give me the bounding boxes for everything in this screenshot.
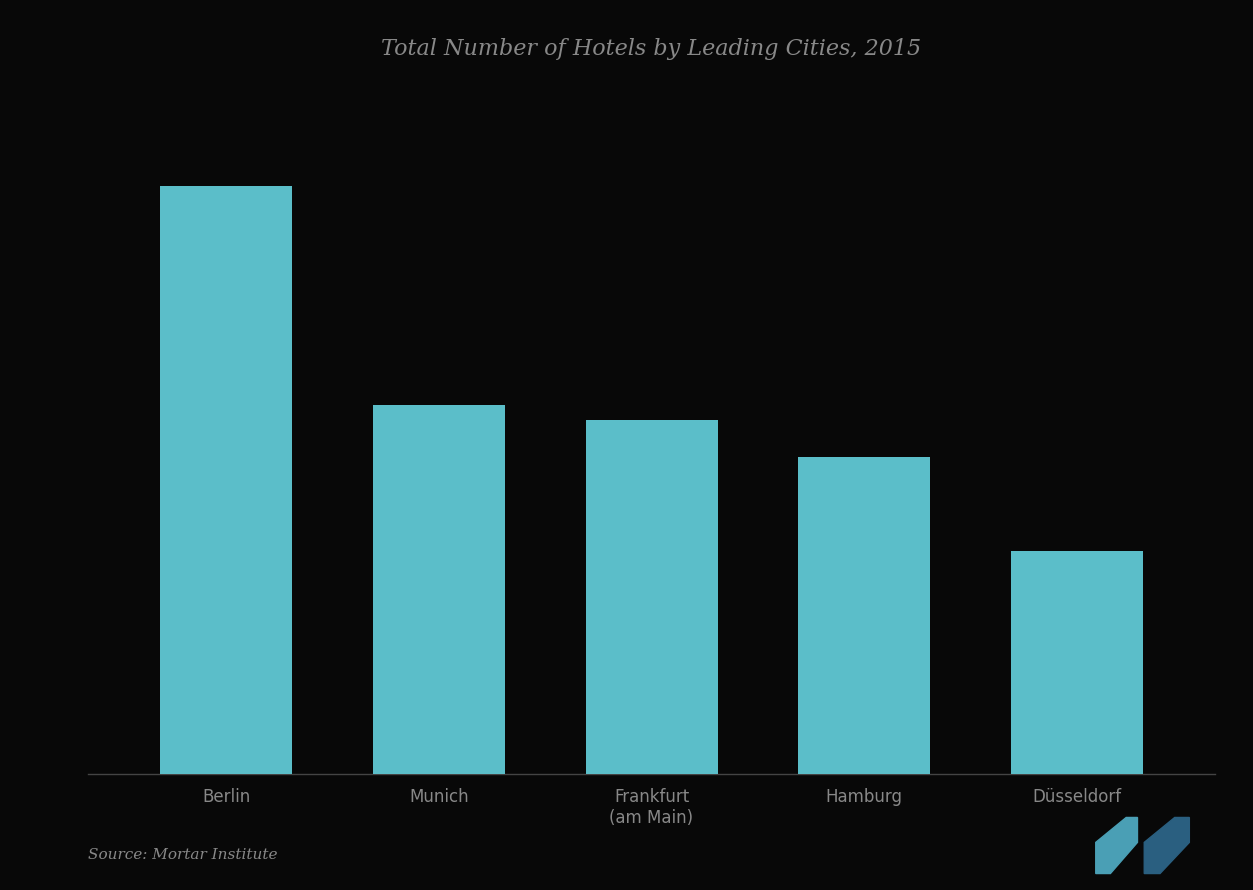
- Bar: [373, 405, 505, 774]
- Polygon shape: [1144, 817, 1189, 874]
- Bar: [585, 420, 718, 774]
- Title: Total Number of Hotels by Leading Cities, 2015: Total Number of Hotels by Leading Cities…: [381, 38, 922, 61]
- Bar: [160, 186, 292, 774]
- Bar: [798, 457, 930, 774]
- Bar: [1011, 551, 1143, 774]
- Polygon shape: [1095, 817, 1138, 874]
- Text: Source: Mortar Institute: Source: Mortar Institute: [88, 848, 277, 862]
